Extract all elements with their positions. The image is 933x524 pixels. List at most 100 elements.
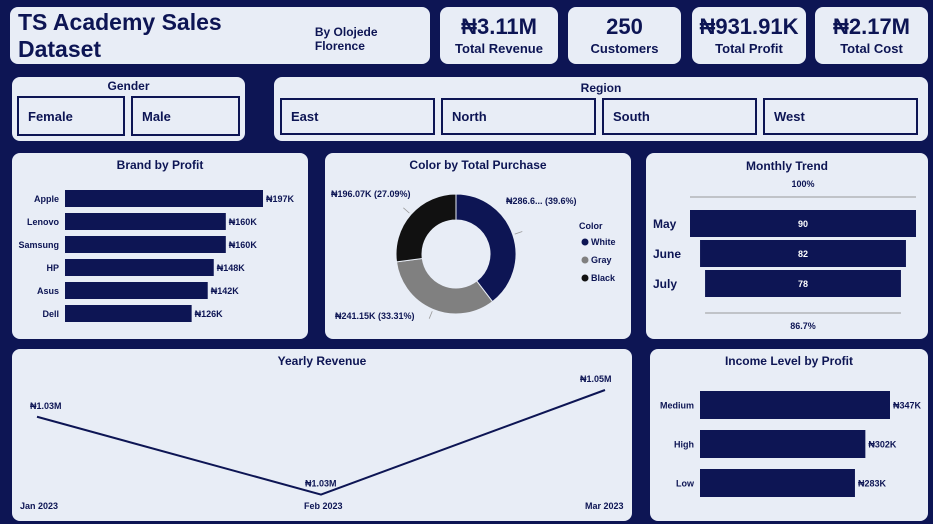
legend-entry: White: [591, 237, 616, 247]
category-label: May: [653, 217, 677, 231]
kpi-total-profit: ₦931.91K Total Profit: [692, 7, 806, 64]
leader-line: [403, 207, 410, 214]
data-label: ₦241.15K (33.31%): [335, 311, 415, 321]
pie-slice: [395, 257, 494, 315]
bar: [65, 213, 226, 230]
kpi-label: Total Revenue: [455, 41, 543, 56]
bar: [65, 236, 226, 253]
brand-profit-card: Brand by Profit Apple ₦197K Lenovo ₦160K Sam…: [12, 153, 308, 339]
category-label: Asus: [37, 286, 59, 296]
funnel-bar: [690, 210, 916, 237]
legend-entry: Gray: [591, 255, 612, 265]
monthly-trend-chart: 100% May 90 June 82 July 78 86.7%: [653, 179, 916, 331]
gender-slicer-title: Gender: [107, 79, 150, 93]
monthly-trend-card: Monthly Trend 100% May 90 June 82 July 78 86.7%: [646, 153, 928, 339]
region-slicer-title: Region: [580, 81, 622, 95]
category-label: High: [674, 440, 694, 450]
data-label: ₦142K: [211, 286, 240, 296]
data-label: ₦126K: [195, 309, 224, 319]
category-label: Medium: [660, 401, 694, 411]
category-label: Low: [676, 479, 695, 489]
bar: [700, 469, 855, 497]
yearly-revenue-title: Yearly Revenue: [277, 354, 367, 368]
funnel-bar: [700, 240, 906, 267]
legend-marker: [581, 256, 589, 264]
brand-profit-chart: Apple ₦197K Lenovo ₦160K Samsung ₦160K HP ₦148K…: [18, 190, 295, 322]
kpi-total-cost: ₦2.17M Total Cost: [815, 7, 928, 64]
region-slicer: Region East North South West: [274, 77, 928, 141]
kpi-value: ₦2.17M: [832, 14, 911, 39]
data-label: ₦347K: [893, 401, 922, 411]
data-label: ₦160K: [229, 240, 258, 250]
color-purchase-chart: ₦286.6... (39.6%) ₦241.15K (33.31%) ₦196.0…: [331, 189, 616, 321]
gender-option-female[interactable]: Female: [17, 96, 125, 136]
page-title: TS Academy Sales Dataset: [18, 8, 222, 62]
bar: [65, 190, 263, 207]
legend-marker: [581, 238, 589, 246]
data-label: ₦283K: [858, 479, 887, 489]
leader-line: [428, 311, 433, 319]
page-subtitle: By Olojede Florence: [314, 24, 378, 53]
x-tick-label: Feb 2023: [304, 501, 343, 511]
income-profit-chart: Medium ₦347K High ₦302K Low ₦283K: [660, 391, 922, 497]
region-option-east[interactable]: East: [280, 98, 435, 135]
data-label: ₦1.05M: [580, 374, 612, 384]
data-label: ₦286.6... (39.6%): [506, 196, 577, 206]
kpi-total-revenue: ₦3.11M Total Revenue: [440, 7, 558, 64]
gender-slicer: Gender Female Male: [12, 77, 245, 141]
data-label: 90: [798, 219, 808, 229]
yearly-revenue-card: Yearly Revenue ₦1.03M Jan 2023 ₦1.03M Feb 2…: [12, 349, 632, 521]
category-label: June: [653, 247, 681, 261]
region-option-north[interactable]: North: [441, 98, 596, 135]
region-option-south[interactable]: South: [602, 98, 757, 135]
data-label: ₦302K: [868, 440, 897, 450]
funnel-bottom-label: 86.7%: [790, 321, 816, 331]
kpi-label: Total Profit: [715, 41, 783, 56]
pie-slice: [395, 193, 457, 263]
legend-marker: [581, 274, 589, 282]
data-label: ₦1.03M: [305, 479, 337, 489]
color-purchase-title: Color by Total Purchase: [409, 158, 547, 172]
kpi-value: ₦931.91K: [699, 14, 799, 39]
data-label: ₦197K: [266, 194, 295, 204]
data-label: ₦1.03M: [30, 401, 62, 411]
kpi-label: Customers: [590, 41, 659, 56]
bar: [65, 259, 214, 276]
data-label: ₦148K: [217, 263, 246, 273]
category-label: Lenovo: [27, 217, 60, 227]
kpi-customers: 250 Customers: [568, 7, 681, 64]
data-label: ₦196.07K (27.09%): [331, 189, 411, 199]
kpi-value: 250: [606, 14, 643, 39]
brand-profit-title: Brand by Profit: [116, 158, 204, 172]
x-tick-label: Jan 2023: [20, 501, 58, 511]
color-purchase-card: Color by Total Purchase ₦286.6... (39.6%…: [325, 153, 631, 339]
category-label: Apple: [34, 194, 59, 204]
data-label: ₦160K: [229, 217, 258, 227]
bar: [65, 282, 208, 299]
series-line: [36, 389, 606, 496]
bar: [700, 391, 890, 419]
region-option-west[interactable]: West: [763, 98, 918, 135]
income-profit-card: Income Level by Profit Medium ₦347K High ₦3…: [650, 349, 928, 521]
legend-title: Color: [579, 221, 603, 231]
kpi-value: ₦3.11M: [461, 14, 537, 39]
funnel-bar: [705, 270, 901, 297]
gender-option-male[interactable]: Male: [131, 96, 240, 136]
leader-line: [514, 231, 523, 235]
monthly-trend-title: Monthly Trend: [746, 159, 828, 173]
yearly-revenue-chart: ₦1.03M Jan 2023 ₦1.03M Feb 2023 ₦1.05M Mar 20…: [20, 374, 624, 511]
category-label: July: [653, 277, 677, 291]
income-profit-title: Income Level by Profit: [724, 354, 854, 368]
pie-slice: [455, 193, 517, 303]
bar: [65, 305, 192, 322]
category-label: Samsung: [18, 240, 59, 250]
category-label: Dell: [42, 309, 59, 319]
data-label: 82: [798, 249, 808, 259]
bar: [700, 430, 866, 458]
title-card: TS Academy Sales Dataset By Olojede Flor…: [10, 7, 430, 64]
legend-entry: Black: [591, 273, 616, 283]
kpi-label: Total Cost: [840, 41, 903, 56]
funnel-top-label: 100%: [791, 179, 814, 189]
x-tick-label: Mar 2023: [585, 501, 624, 511]
category-label: HP: [46, 263, 59, 273]
